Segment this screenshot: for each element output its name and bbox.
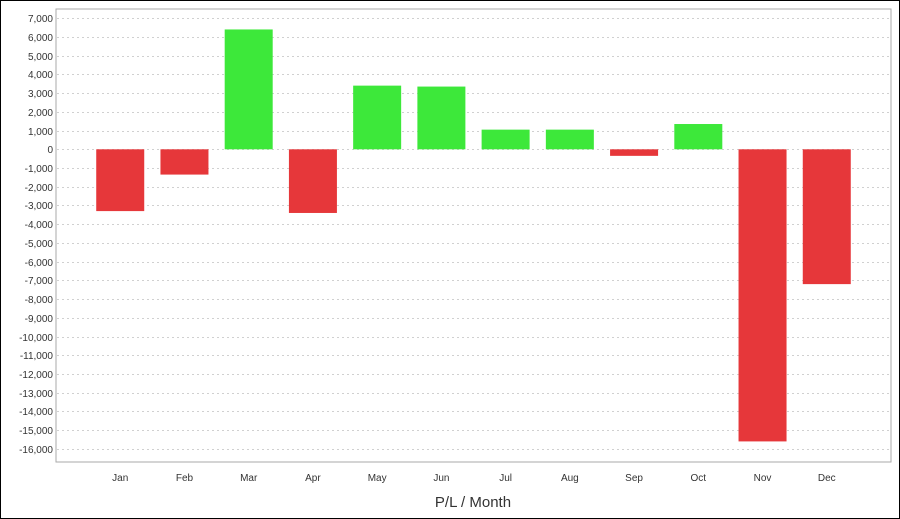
bar-jun [417,86,466,150]
y-tick-label: -9,000 [25,314,54,325]
bar-apr [288,149,337,213]
x-tick-label: Dec [818,473,836,484]
bar-mar [224,29,273,150]
bar-jul [481,129,530,150]
y-tick-label: 7,000 [28,14,53,25]
x-tick-label: May [368,473,387,484]
y-tick-label: 4,000 [28,70,53,81]
y-tick-label: 3,000 [28,89,53,100]
bar-dec [802,149,851,285]
y-tick-label: -1,000 [25,164,54,175]
y-tick-label: -4,000 [25,220,54,231]
y-tick-label: -13,000 [19,389,53,400]
x-tick-label: Mar [240,473,258,484]
x-tick-label: Jan [112,473,128,484]
x-tick-label: Feb [176,473,194,484]
y-tick-label: -12,000 [19,370,53,381]
x-tick-label: Jul [499,473,512,484]
y-tick-label: -14,000 [19,407,53,418]
y-tick-label: -11,000 [20,351,54,362]
x-tick-label: Jun [433,473,449,484]
x-tick-label: Aug [561,473,579,484]
bar-nov [738,149,787,442]
x-axis-title: P/L / Month [435,494,511,511]
bar-sep [610,149,659,156]
y-tick-label: 5,000 [28,52,53,63]
y-tick-label: 0 [47,145,53,156]
y-tick-label: -8,000 [25,295,54,306]
y-tick-label: -3,000 [25,201,54,212]
y-tick-label: -10,000 [19,333,53,344]
bar-feb [160,149,209,175]
y-tick-label: 6,000 [28,33,53,44]
y-tick-label: -15,000 [19,426,53,437]
y-tick-label: 2,000 [28,108,53,119]
bar-jan [96,149,145,212]
y-tick-label: -6,000 [25,258,54,269]
y-tick-label: -2,000 [25,183,54,194]
bar-aug [545,129,594,150]
y-tick-label: 1,000 [28,127,53,138]
y-tick-label: -16,000 [19,445,53,456]
x-tick-label: Apr [305,473,321,484]
y-tick-label: -5,000 [25,239,54,250]
x-tick-label: Nov [754,473,772,484]
bar-may [353,85,402,150]
y-tick-label: -7,000 [25,276,54,287]
x-tick-label: Sep [625,473,643,484]
x-tick-label: Oct [691,473,707,484]
bar-oct [674,124,723,150]
